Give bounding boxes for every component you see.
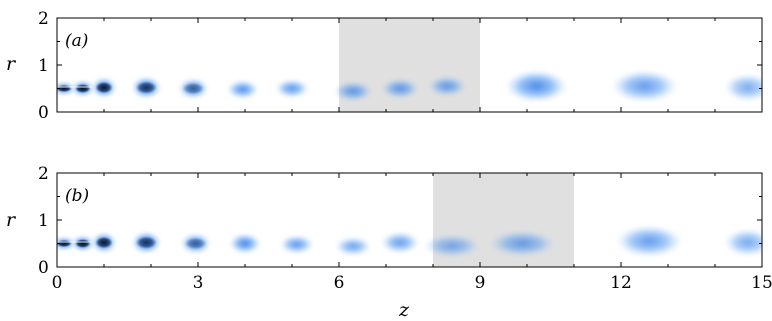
panel-b: (b) 0 1 2 r 0 3 6 9 12 15 z <box>6 164 772 321</box>
panel-b-xtick-label: 0 <box>52 273 63 293</box>
panel-b-structure <box>229 233 261 254</box>
panel-b-xtick-label: 15 <box>751 273 772 293</box>
panel-b-structure-core <box>184 237 207 250</box>
panel-b-ytick-0: 0 <box>38 258 49 278</box>
panel-b-structure <box>280 235 314 254</box>
panel-a-structure <box>505 70 567 102</box>
panel-a-structure <box>275 79 309 98</box>
panel-b-xtick-labels: 0 3 6 9 12 15 <box>52 273 772 293</box>
panel-b-xtick-label: 12 <box>610 273 632 293</box>
panel-b-structure <box>489 230 556 257</box>
panel-b-xtick-label: 3 <box>193 273 204 293</box>
panel-b-xlabel: z <box>398 299 410 321</box>
panel-b-ytick-2: 2 <box>38 164 49 184</box>
panel-a-ticks <box>56 17 763 113</box>
panel-b-ytick-1: 1 <box>38 211 49 231</box>
panel-b-xtick-label: 9 <box>475 273 486 293</box>
panel-a: (a) 0 1 2 r <box>6 9 763 123</box>
panel-b-structure <box>724 229 762 257</box>
panel-a-structure-core <box>135 81 157 94</box>
panel-a-structure-core <box>74 83 91 94</box>
panel-b-structure <box>335 237 371 256</box>
panel-a-ytick-2: 2 <box>38 9 49 29</box>
panel-b-structure-core <box>135 236 157 249</box>
panel-a-field <box>57 70 762 102</box>
panel-b-structure <box>381 232 419 254</box>
panel-b-xtick-label: 6 <box>334 273 345 293</box>
panel-a-structure <box>611 70 678 102</box>
panel-a-structure <box>428 76 466 96</box>
panel-a-structure <box>334 81 372 102</box>
panel-b-structure-core <box>74 238 91 249</box>
panel-b-label: (b) <box>65 186 89 206</box>
panel-a-ytick-0: 0 <box>38 103 49 123</box>
panel-b-structure <box>616 225 683 257</box>
panel-b-ticks <box>56 172 763 268</box>
panel-a-structure-core <box>95 81 113 94</box>
panel-b-field <box>57 225 762 258</box>
panel-a-label: (a) <box>65 31 88 51</box>
panel-b-ylabel: r <box>6 209 17 231</box>
panel-a-ylabel: r <box>6 53 17 75</box>
panel-a-structure <box>381 78 419 99</box>
panel-a-structure <box>724 74 762 102</box>
panel-a-structure <box>227 80 258 99</box>
panel-a-ytick-1: 1 <box>38 56 49 76</box>
panel-b-structure <box>423 234 480 258</box>
panel-a-structure-core <box>182 82 205 95</box>
panel-b-structure-core <box>95 236 113 249</box>
